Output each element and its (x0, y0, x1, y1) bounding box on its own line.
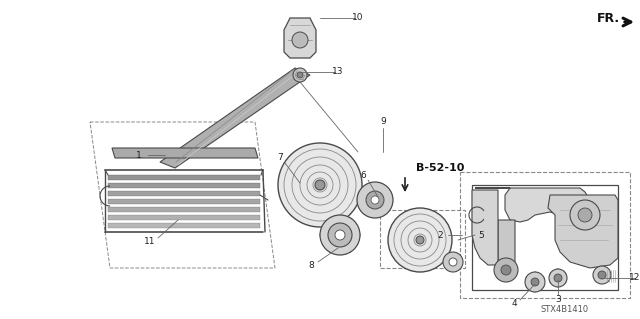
Text: FR.: FR. (597, 11, 620, 25)
Text: 10: 10 (352, 13, 364, 23)
Circle shape (593, 266, 611, 284)
Text: 5: 5 (478, 231, 484, 240)
Text: 11: 11 (143, 238, 155, 247)
Circle shape (388, 208, 452, 272)
Circle shape (278, 143, 362, 227)
Polygon shape (548, 195, 618, 268)
Text: 3: 3 (555, 295, 561, 305)
Text: STX4B1410: STX4B1410 (541, 306, 589, 315)
Circle shape (443, 252, 463, 272)
Text: B-52-10: B-52-10 (416, 163, 464, 173)
Circle shape (449, 258, 457, 266)
Circle shape (554, 274, 562, 282)
Circle shape (320, 215, 360, 255)
Circle shape (494, 258, 518, 282)
Text: 6: 6 (360, 170, 366, 180)
Text: 13: 13 (332, 68, 344, 77)
Polygon shape (475, 188, 590, 225)
Circle shape (335, 230, 345, 240)
Polygon shape (108, 191, 260, 196)
Circle shape (366, 191, 384, 209)
Polygon shape (472, 190, 498, 265)
Circle shape (357, 182, 393, 218)
Polygon shape (108, 199, 260, 204)
Text: 2: 2 (437, 231, 443, 240)
Circle shape (328, 223, 352, 247)
Circle shape (570, 200, 600, 230)
Polygon shape (160, 68, 310, 168)
Text: 12: 12 (628, 273, 640, 283)
Polygon shape (498, 220, 515, 272)
Circle shape (315, 180, 325, 190)
Polygon shape (112, 148, 258, 158)
Circle shape (293, 68, 307, 82)
Polygon shape (108, 207, 260, 212)
Polygon shape (108, 223, 260, 228)
Text: 1: 1 (136, 151, 142, 160)
Polygon shape (108, 183, 260, 188)
Polygon shape (284, 18, 316, 58)
Circle shape (598, 271, 606, 279)
Text: 9: 9 (380, 117, 386, 127)
Circle shape (549, 269, 567, 287)
Polygon shape (108, 215, 260, 220)
Text: 7: 7 (277, 153, 283, 162)
Text: 4: 4 (511, 299, 517, 308)
Text: 8: 8 (308, 261, 314, 270)
Circle shape (501, 265, 511, 275)
Circle shape (525, 272, 545, 292)
Circle shape (578, 208, 592, 222)
Circle shape (531, 278, 539, 286)
Circle shape (297, 72, 303, 78)
Circle shape (416, 236, 424, 244)
Polygon shape (108, 175, 260, 180)
Circle shape (371, 196, 379, 204)
Circle shape (292, 32, 308, 48)
